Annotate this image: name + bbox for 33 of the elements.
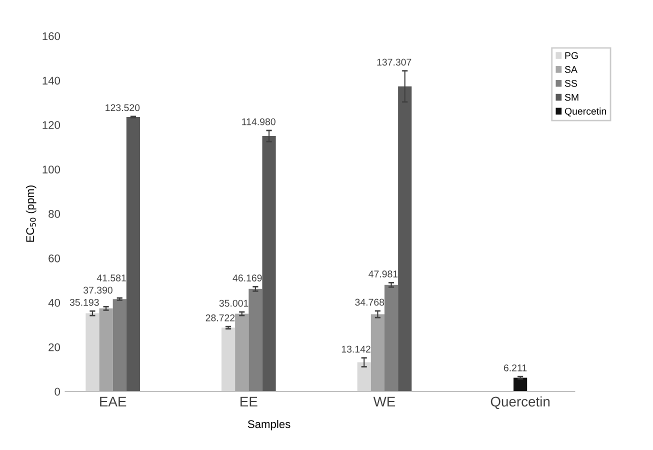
x-tick-label: EE <box>240 396 258 406</box>
legend-label: Quercetin <box>564 108 606 116</box>
y-tick-label: 80 <box>48 210 60 218</box>
legend-label: SM <box>564 94 578 101</box>
y-tick-label: 100 <box>42 166 60 174</box>
data-label: 6.211 <box>504 364 527 372</box>
x-tick-label: Quercetin <box>490 396 550 410</box>
y-tick-label: 60 <box>48 254 60 262</box>
data-label: 34.768 <box>355 298 384 306</box>
legend-label: SS <box>564 80 578 87</box>
x-axis-title: Samples <box>248 420 290 430</box>
x-tick-label: WE <box>373 396 396 406</box>
data-label: 137.307 <box>377 58 412 66</box>
y-tick-label: 0 <box>54 388 60 396</box>
y-tick-label: 20 <box>48 343 60 352</box>
data-label: 13.142 <box>342 346 370 353</box>
data-label: 35.193 <box>70 298 99 306</box>
data-label: 114.980 <box>242 118 276 126</box>
y-tick-label: 160 <box>42 32 60 40</box>
y-tick-label: 120 <box>42 121 60 130</box>
y-tick-label: 40 <box>48 298 60 307</box>
y-axis-title: EC$_{50}$ (ppm) <box>26 186 36 242</box>
data-label: 123.520 <box>106 104 140 112</box>
legend-label: PG <box>565 52 578 59</box>
data-label: 28.722 <box>206 314 235 322</box>
data-label: 37.390 <box>83 286 112 294</box>
x-tick-label: EAE <box>100 396 126 406</box>
legend-label: SA <box>564 66 578 73</box>
y-tick-label: 140 <box>42 76 60 85</box>
data-label: 41.581 <box>96 274 126 282</box>
data-label: 35.001 <box>219 300 248 307</box>
data-label: 46.169 <box>232 274 262 282</box>
data-label: 47.981 <box>368 270 398 278</box>
